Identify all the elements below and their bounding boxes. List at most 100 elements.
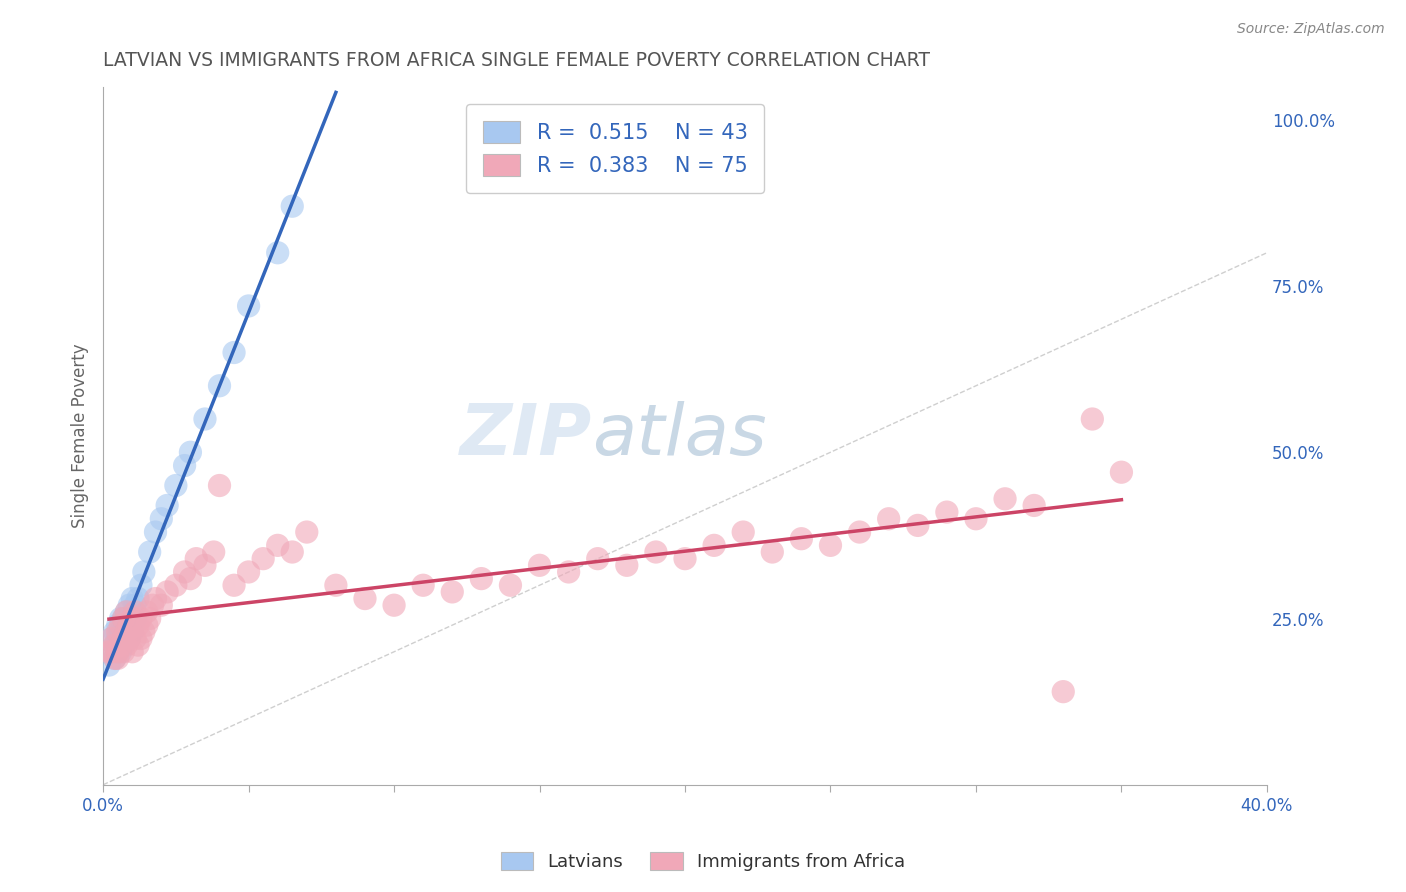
Point <box>135 605 157 619</box>
Point <box>145 591 167 606</box>
Point <box>1052 684 1074 698</box>
Point <box>101 645 124 659</box>
Point <box>121 611 143 625</box>
Point <box>616 558 638 573</box>
Point <box>761 545 783 559</box>
Point <box>267 538 290 552</box>
Point <box>127 638 149 652</box>
Point <box>179 445 201 459</box>
Point <box>165 578 187 592</box>
Point <box>499 578 522 592</box>
Legend: Latvians, Immigrants from Africa: Latvians, Immigrants from Africa <box>494 846 912 879</box>
Point <box>281 545 304 559</box>
Point <box>112 632 135 646</box>
Point <box>107 645 129 659</box>
Point <box>557 565 579 579</box>
Point <box>441 585 464 599</box>
Point <box>129 632 152 646</box>
Point <box>97 658 120 673</box>
Point <box>110 632 132 646</box>
Point <box>222 578 245 592</box>
Legend: R =  0.515    N = 43, R =  0.383    N = 75: R = 0.515 N = 43, R = 0.383 N = 75 <box>465 103 765 193</box>
Point <box>97 645 120 659</box>
Point <box>107 632 129 646</box>
Point <box>156 499 179 513</box>
Point <box>412 578 434 592</box>
Text: Source: ZipAtlas.com: Source: ZipAtlas.com <box>1237 22 1385 37</box>
Point <box>110 645 132 659</box>
Point <box>104 638 127 652</box>
Point <box>112 611 135 625</box>
Point <box>118 632 141 646</box>
Point <box>129 578 152 592</box>
Point <box>179 572 201 586</box>
Point <box>733 524 755 539</box>
Point <box>112 624 135 639</box>
Point <box>104 651 127 665</box>
Point <box>586 551 609 566</box>
Point <box>1111 465 1133 479</box>
Point <box>645 545 668 559</box>
Y-axis label: Single Female Poverty: Single Female Poverty <box>72 343 89 528</box>
Point <box>150 598 173 612</box>
Point <box>118 618 141 632</box>
Point <box>252 551 274 566</box>
Point <box>115 618 138 632</box>
Point <box>118 598 141 612</box>
Point <box>1081 412 1104 426</box>
Point <box>267 245 290 260</box>
Point <box>208 378 231 392</box>
Point <box>107 645 129 659</box>
Point <box>115 638 138 652</box>
Point <box>281 199 304 213</box>
Point <box>202 545 225 559</box>
Point <box>222 345 245 359</box>
Point <box>107 618 129 632</box>
Point <box>186 551 208 566</box>
Point <box>101 645 124 659</box>
Point <box>104 651 127 665</box>
Point <box>132 565 155 579</box>
Point <box>121 645 143 659</box>
Text: atlas: atlas <box>592 401 766 470</box>
Text: LATVIAN VS IMMIGRANTS FROM AFRICA SINGLE FEMALE POVERTY CORRELATION CHART: LATVIAN VS IMMIGRANTS FROM AFRICA SINGLE… <box>103 51 931 70</box>
Point <box>703 538 725 552</box>
Point <box>165 478 187 492</box>
Point <box>238 565 260 579</box>
Point <box>129 611 152 625</box>
Point <box>1024 499 1046 513</box>
Point <box>115 624 138 639</box>
Point <box>107 651 129 665</box>
Point <box>156 585 179 599</box>
Point <box>138 545 160 559</box>
Point <box>110 638 132 652</box>
Text: ZIP: ZIP <box>460 401 592 470</box>
Point <box>112 645 135 659</box>
Point <box>124 598 146 612</box>
Point <box>115 605 138 619</box>
Point <box>877 512 900 526</box>
Point <box>121 591 143 606</box>
Point <box>994 491 1017 506</box>
Point <box>101 632 124 646</box>
Point <box>115 605 138 619</box>
Point <box>107 624 129 639</box>
Point <box>194 558 217 573</box>
Point <box>121 611 143 625</box>
Point <box>145 524 167 539</box>
Point <box>124 611 146 625</box>
Point <box>132 624 155 639</box>
Point <box>295 524 318 539</box>
Point <box>173 458 195 473</box>
Point <box>115 632 138 646</box>
Point <box>907 518 929 533</box>
Point <box>118 618 141 632</box>
Point <box>110 618 132 632</box>
Point <box>127 618 149 632</box>
Point <box>173 565 195 579</box>
Point <box>382 598 405 612</box>
Point <box>790 532 813 546</box>
Point <box>965 512 987 526</box>
Point <box>935 505 957 519</box>
Point <box>238 299 260 313</box>
